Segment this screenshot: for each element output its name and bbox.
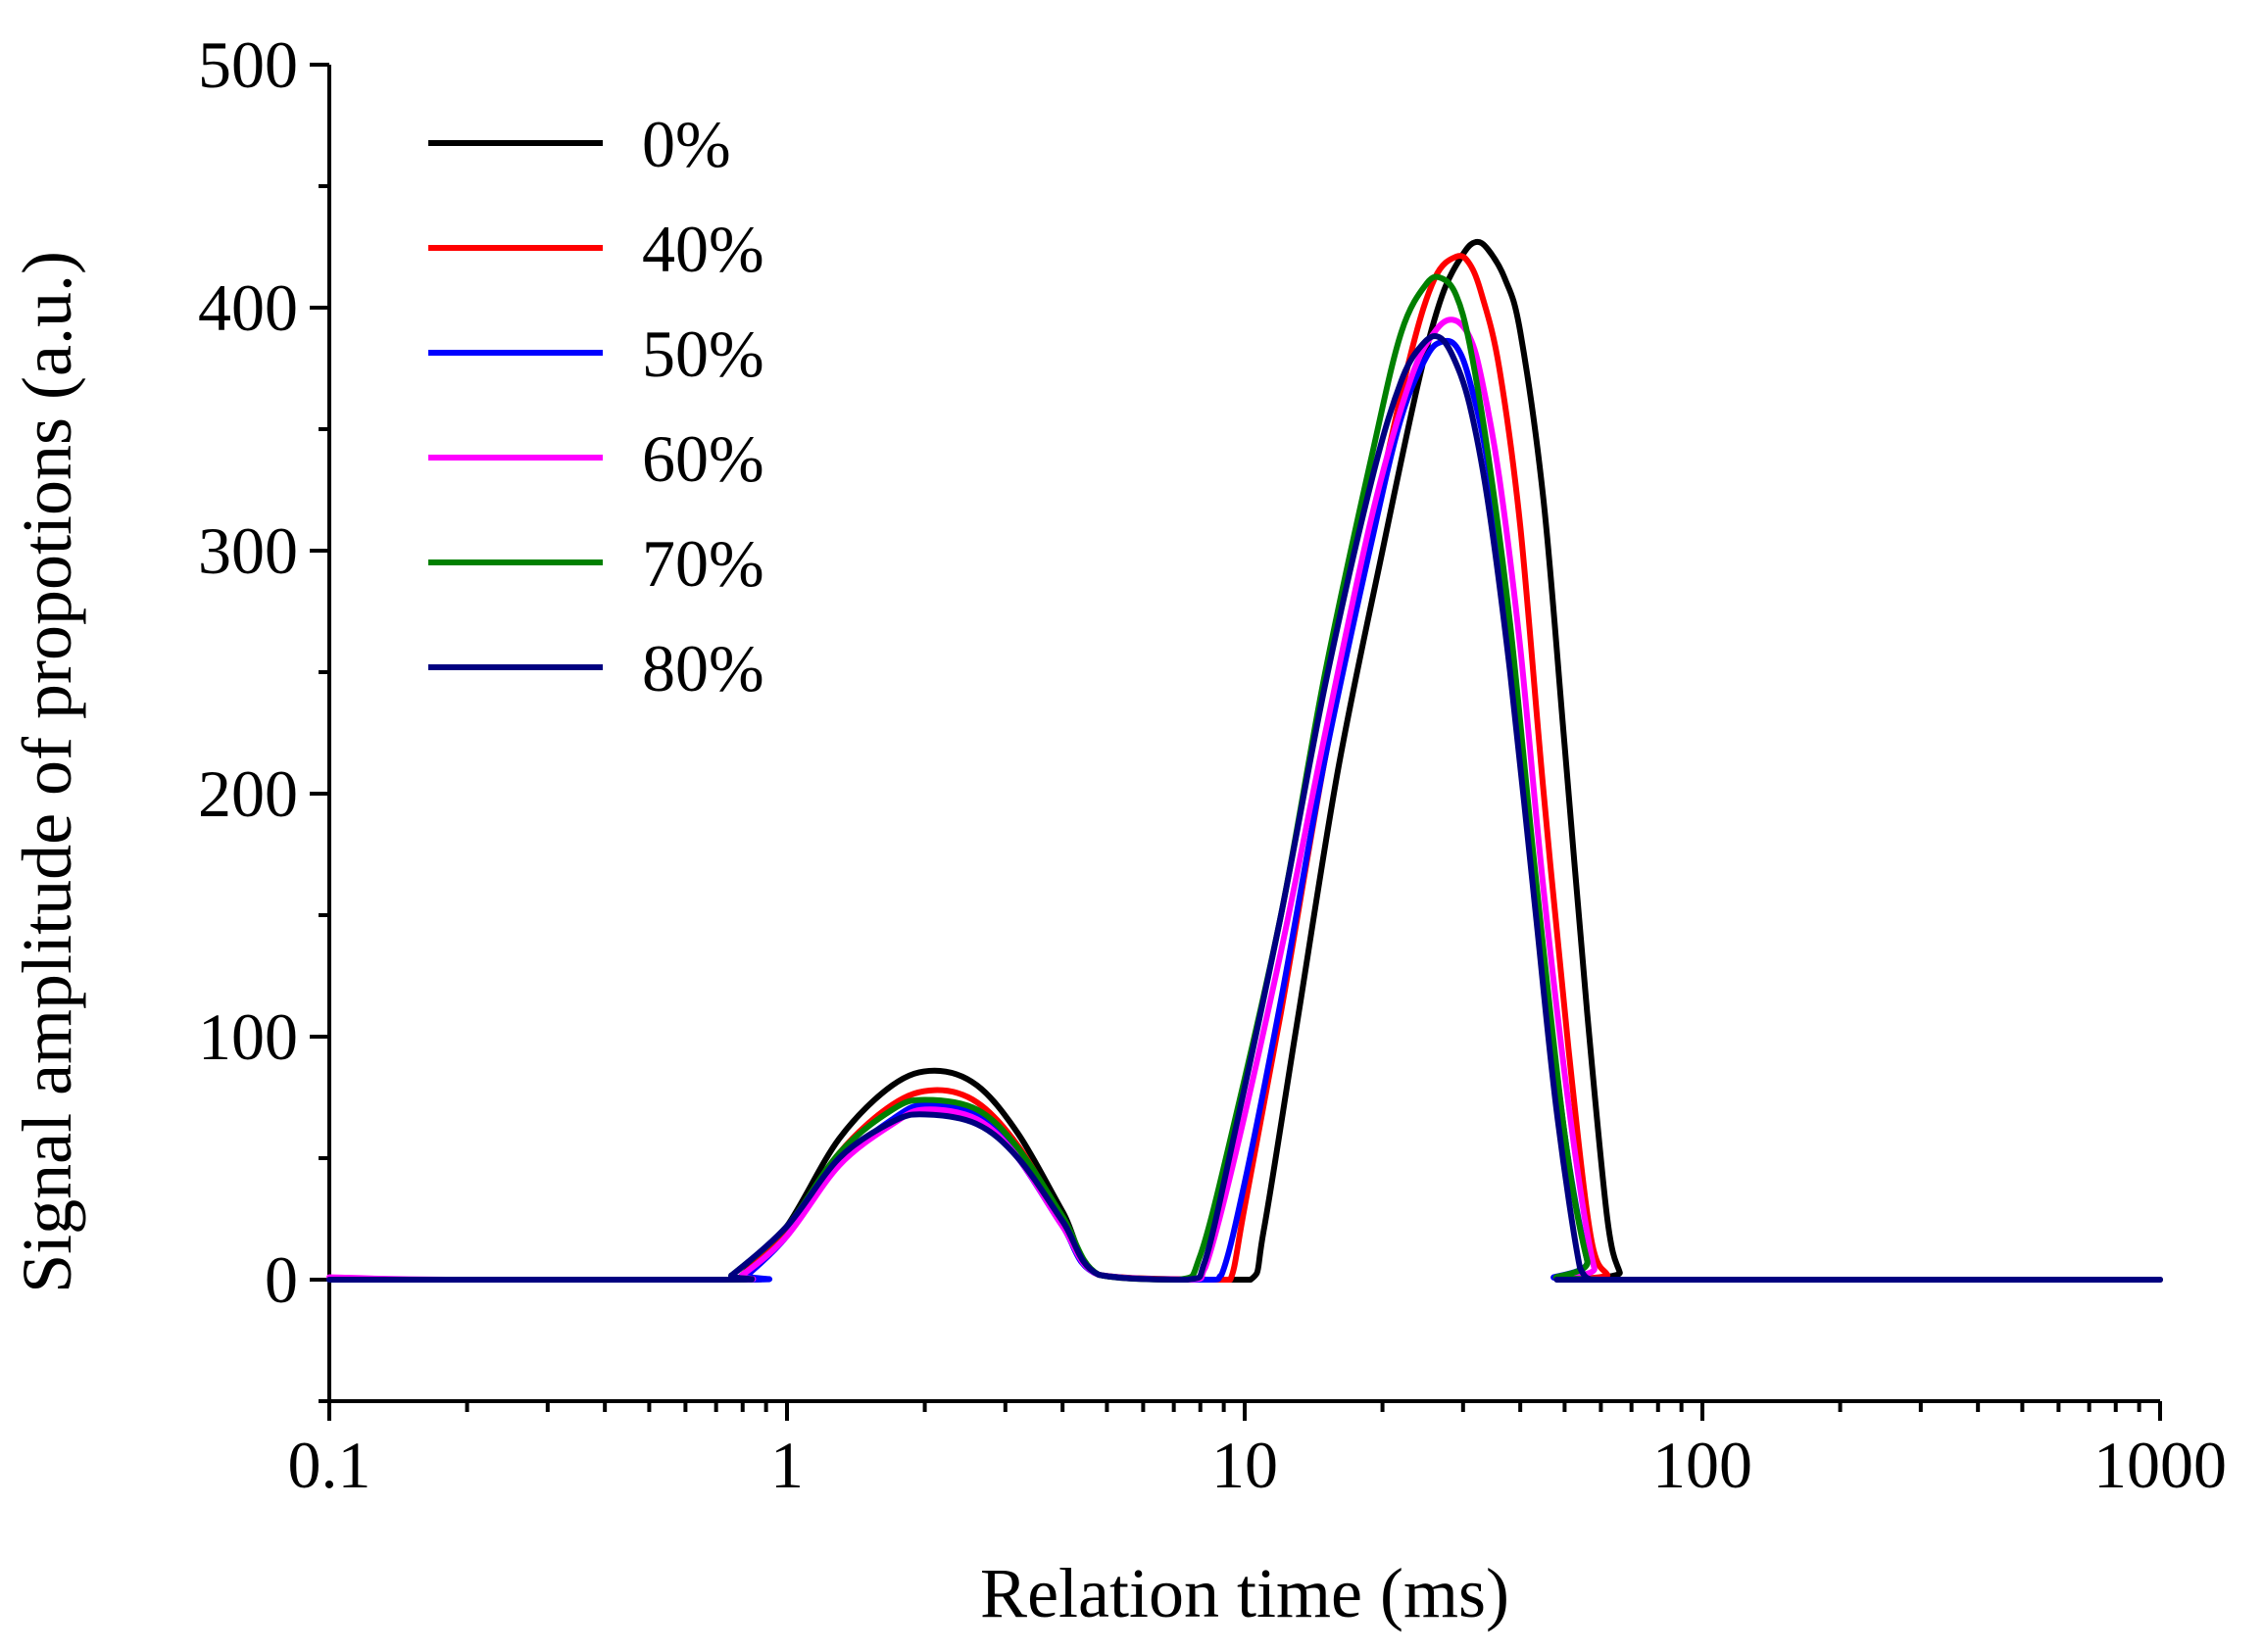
- legend-label: 50%: [642, 316, 764, 391]
- x-tick-label: 10: [1211, 1428, 1278, 1502]
- y-tick-label: 200: [198, 756, 298, 831]
- series-line-80pct: [326, 333, 2163, 1284]
- y-tick-label: 400: [198, 270, 298, 345]
- legend-label: 60%: [642, 421, 764, 496]
- series-layer: [326, 238, 2163, 1284]
- series-line-60pct: [326, 316, 2163, 1284]
- y-tick-label: 0: [265, 1242, 298, 1317]
- tick-labels: 0 100 200 300 400 500 0.1 1 10 100 1000: [198, 27, 2227, 1502]
- series-line-50pct: [326, 337, 2163, 1284]
- legend-label: 40%: [642, 212, 764, 286]
- x-tick-label: 1000: [2093, 1428, 2227, 1502]
- x-tick-label: 100: [1652, 1428, 1752, 1502]
- axis-ticks: [310, 63, 2162, 1421]
- y-tick-label: 300: [198, 513, 298, 588]
- legend: 0% 40% 50% 60% 70% 80%: [428, 107, 764, 705]
- x-tick-label: 1: [770, 1428, 804, 1502]
- series-line-70pct: [326, 273, 2163, 1284]
- y-tick-label: 500: [198, 27, 298, 102]
- legend-label: 80%: [642, 631, 764, 705]
- legend-label: 70%: [642, 526, 764, 601]
- x-axis-title: Relation time (ms): [980, 1554, 1509, 1632]
- x-tick-label: 0.1: [288, 1428, 371, 1502]
- series-line-0pct: [326, 238, 2163, 1284]
- y-tick-label: 100: [198, 999, 298, 1074]
- y-axis-title: Signal amplitude of propotions (a.u.): [8, 251, 86, 1293]
- legend-label: 0%: [642, 107, 731, 181]
